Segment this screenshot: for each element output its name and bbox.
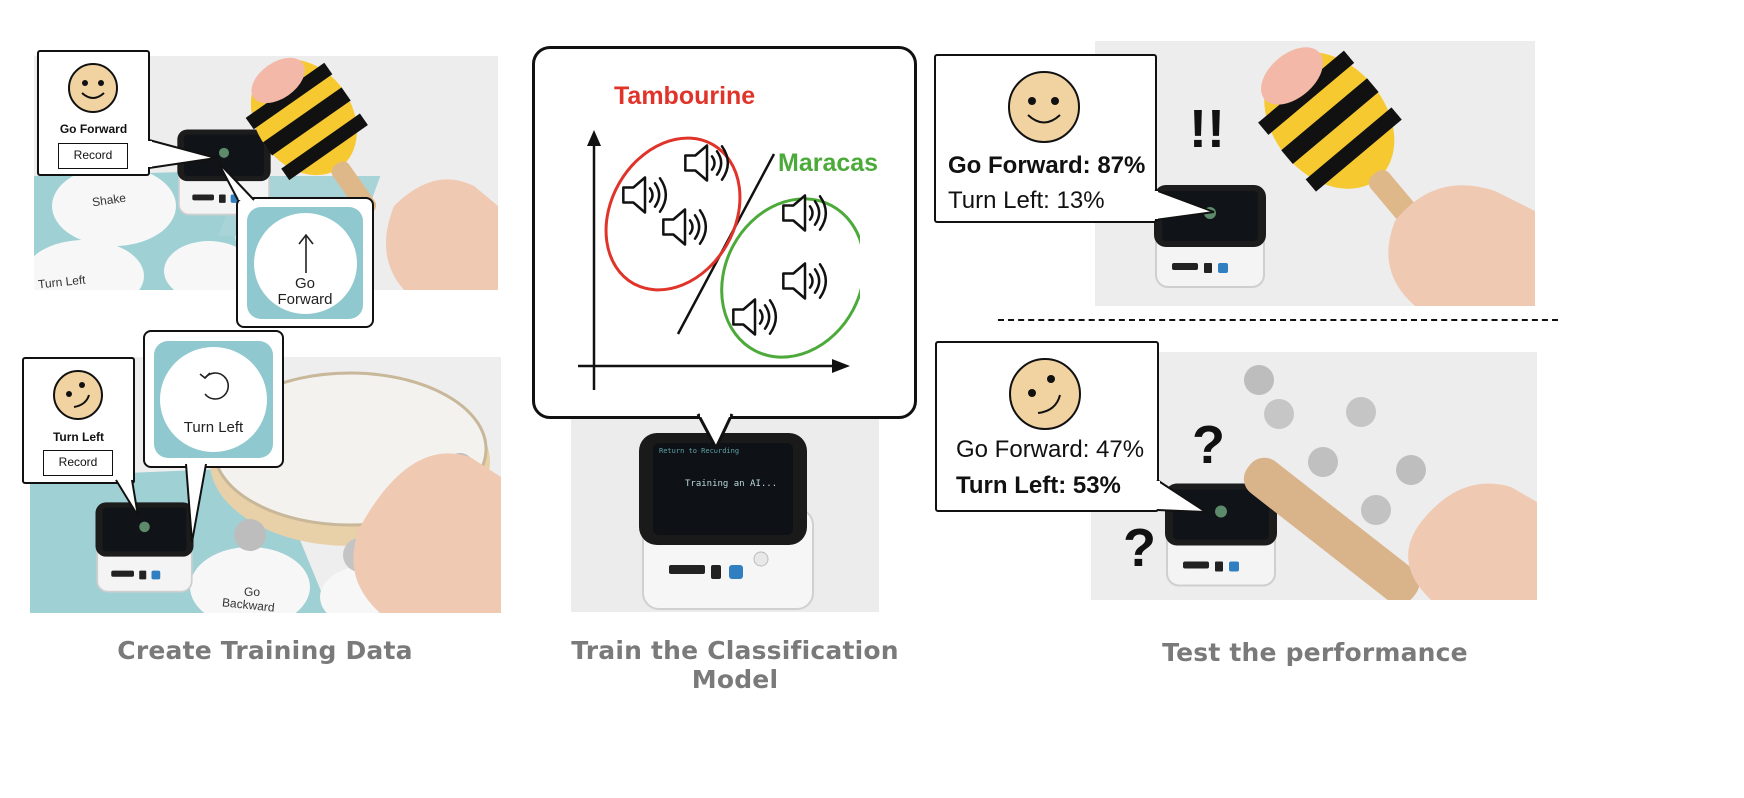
- class-label-maracas: Maracas: [778, 149, 879, 177]
- smiley-face-icon: [68, 63, 118, 113]
- question-mark: ?: [1192, 415, 1225, 475]
- turn-left-arrow-icon: [199, 372, 230, 400]
- go-forward-record-callout: Go Forward Record: [37, 50, 150, 176]
- tambourine-recording-photo: [30, 357, 501, 613]
- maracas-test-photo: [1095, 41, 1535, 306]
- high-confidence-result-callout: Go Forward: 87% Turn Left: 13%: [934, 54, 1157, 223]
- sound-icon: [622, 176, 668, 214]
- question-mark: ?: [1123, 518, 1156, 578]
- callout-pointer: [1154, 189, 1215, 221]
- classification-plot-bubble: [532, 46, 917, 419]
- class-label-tambourine: Tambourine: [614, 82, 756, 110]
- sound-icon: [732, 298, 778, 336]
- record-button[interactable]: Record: [43, 450, 113, 476]
- turn-left-probability: Turn Left: 53%: [956, 472, 1121, 499]
- go-forward-probability: Go Forward: 87%: [948, 152, 1146, 179]
- arrow-up-icon: [298, 233, 314, 273]
- training-device-photo: Return to Recording Training an AI...: [571, 419, 879, 612]
- callout-pointer: [115, 479, 139, 517]
- go-forward-probability: Go Forward: 47%: [956, 436, 1145, 463]
- excitement-mark: !!: [1189, 99, 1225, 159]
- callout-pointer: [1156, 479, 1210, 514]
- device-screen-status: Training an AI...: [685, 479, 778, 489]
- create-training-caption: Create Training Data: [117, 636, 413, 665]
- test-performance-caption: Test the performance: [1162, 638, 1468, 667]
- train-model-caption: Train the Classification Model: [571, 636, 899, 694]
- device-screen-back-label: Return to Recording: [659, 447, 740, 455]
- sound-icon: [662, 208, 708, 246]
- bells-test-photo: [1091, 352, 1537, 600]
- mat-label-go-backward-line1: Go: [244, 585, 261, 599]
- turn-left-card-label: Turn Left: [183, 419, 244, 436]
- card-pointer: [185, 463, 207, 543]
- card-pointer: [217, 161, 255, 201]
- callout-pointer: [148, 139, 217, 169]
- turn-left-record-callout: Turn Left Record: [22, 357, 135, 484]
- smiley-face-icon: [1008, 71, 1080, 143]
- turn-left-card[interactable]: Turn Left: [143, 330, 284, 468]
- turn-left-probability: Turn Left: 13%: [948, 187, 1105, 214]
- go-forward-card-label-line2: Forward: [277, 291, 333, 308]
- sound-icon: [782, 262, 828, 300]
- feature-space-plot: [578, 130, 860, 390]
- confused-face-icon: [1009, 358, 1081, 430]
- section-divider: [998, 319, 1558, 321]
- class-name-label: Go Forward: [59, 122, 128, 136]
- class-name-label: Turn Left: [52, 430, 105, 444]
- low-confidence-result-callout: Go Forward: 47% Turn Left: 53%: [935, 341, 1159, 512]
- go-forward-card[interactable]: Go Forward: [236, 197, 374, 328]
- confused-face-icon: [53, 370, 103, 420]
- bubble-pointer: [696, 412, 734, 452]
- record-button[interactable]: Record: [58, 143, 128, 169]
- go-forward-card-label-line1: Go: [294, 275, 315, 292]
